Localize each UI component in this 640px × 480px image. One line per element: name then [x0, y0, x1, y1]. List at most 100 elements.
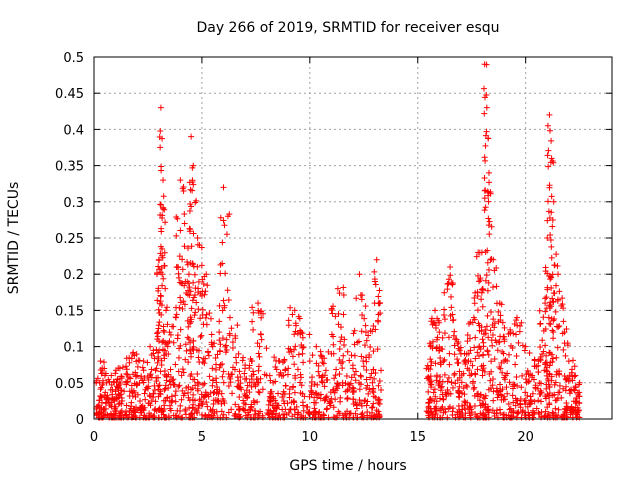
data-point [236, 384, 243, 391]
data-point [535, 369, 542, 376]
data-point [110, 411, 117, 418]
data-point [285, 317, 292, 324]
data-point [572, 372, 579, 379]
data-point [493, 385, 500, 392]
data-point [280, 372, 287, 379]
data-point [159, 245, 166, 252]
data-point [123, 370, 130, 377]
data-point [214, 351, 221, 358]
data-point [549, 409, 556, 416]
data-point [370, 400, 377, 407]
data-point [187, 339, 194, 346]
data-point [109, 391, 116, 398]
data-point [524, 392, 531, 399]
data-point [117, 380, 124, 387]
data-point [560, 305, 567, 312]
data-point [216, 318, 223, 325]
data-point [482, 330, 489, 337]
data-point [567, 386, 574, 393]
data-point [359, 292, 366, 299]
data-point [545, 163, 552, 170]
data-point [195, 347, 202, 354]
data-point [362, 354, 369, 361]
data-point [329, 310, 336, 317]
data-point [212, 366, 219, 373]
data-point [352, 410, 359, 417]
data-point [167, 331, 174, 338]
data-point [544, 235, 551, 241]
data-point [183, 384, 190, 391]
data-point [179, 266, 186, 273]
data-point [226, 330, 233, 337]
data-point [351, 341, 358, 348]
data-point [160, 193, 167, 200]
data-point [167, 374, 174, 381]
data-point [378, 367, 385, 374]
data-point [197, 333, 204, 340]
data-point [161, 406, 168, 413]
data-point [372, 394, 379, 401]
data-point [369, 379, 376, 386]
data-point [182, 356, 189, 363]
data-point [246, 362, 253, 369]
data-point [266, 410, 273, 417]
data-point [256, 343, 263, 350]
data-point [484, 247, 491, 254]
data-point [493, 283, 500, 290]
data-point [269, 411, 276, 418]
data-point [433, 377, 440, 384]
data-point [303, 403, 310, 410]
data-point [428, 318, 435, 325]
data-point [173, 311, 180, 318]
data-point [286, 390, 293, 397]
data-point [513, 374, 520, 381]
data-point [542, 361, 549, 368]
y-axis-label: SRMTID / TECUs [6, 182, 22, 295]
data-point [371, 375, 378, 382]
data-point [185, 271, 192, 278]
data-point [320, 360, 327, 367]
data-point [522, 397, 529, 404]
data-point [430, 338, 437, 345]
data-point [474, 366, 481, 373]
data-point [551, 290, 558, 297]
data-point [546, 182, 553, 189]
data-point [255, 363, 262, 370]
data-point [335, 382, 342, 389]
data-point [546, 320, 553, 327]
data-point [142, 396, 149, 403]
data-point [140, 358, 147, 365]
data-point [250, 309, 257, 316]
data-point [292, 372, 299, 379]
data-point [521, 347, 528, 354]
data-point [154, 297, 161, 304]
data-point [157, 144, 164, 151]
data-point [350, 330, 357, 337]
data-point [515, 409, 522, 416]
data-point [300, 359, 307, 366]
data-point [312, 390, 319, 397]
data-point [235, 350, 242, 357]
data-point [271, 354, 278, 361]
data-point [160, 323, 167, 330]
data-point [326, 397, 333, 404]
data-point [195, 306, 202, 313]
data-point [476, 344, 483, 351]
data-point [159, 135, 166, 142]
data-point [347, 380, 354, 387]
data-point [144, 385, 151, 392]
data-point [299, 350, 306, 357]
data-point [140, 379, 147, 386]
data-point [344, 348, 351, 355]
data-point [484, 312, 491, 319]
data-point [101, 372, 108, 379]
data-point [141, 404, 148, 411]
data-point [358, 353, 365, 360]
data-point [249, 304, 256, 311]
data-point [499, 319, 506, 326]
data-point [191, 271, 198, 278]
data-point [544, 152, 551, 159]
data-point [546, 127, 553, 134]
data-point [447, 263, 454, 270]
data-point [257, 331, 264, 338]
